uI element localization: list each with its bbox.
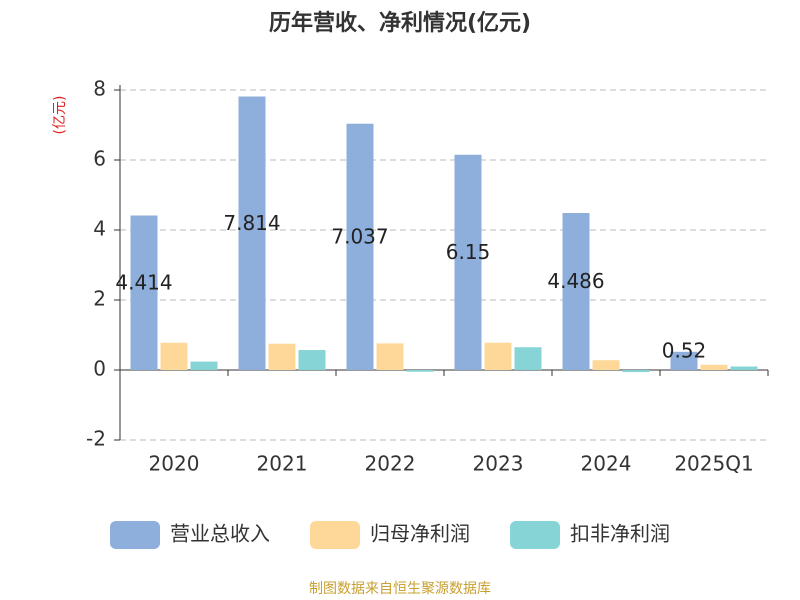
y-axis-label: (亿元) [52,96,68,135]
bar [238,96,266,370]
legend-swatch [110,521,160,549]
bar [160,342,188,370]
data-label: 4.486 [547,269,604,293]
data-label: 6.15 [446,240,491,264]
bar [454,154,482,370]
y-tick-label: 0 [93,357,106,381]
x-tick-label: 2025Q1 [674,452,753,476]
bar [406,370,434,372]
x-tick-label: 2022 [365,452,416,476]
y-tick-label: 4 [93,217,106,241]
bar [484,342,512,370]
legend-label: 扣非净利润 [570,522,670,546]
x-tick-label: 2024 [581,452,632,476]
legend-label: 营业总收入 [170,522,270,546]
bar [700,364,728,370]
bar [562,212,590,370]
bar [268,343,296,370]
bar [190,361,218,370]
y-tick-label: 8 [93,77,106,101]
y-tick-label: 2 [93,287,106,311]
y-tick-label: -2 [86,427,106,451]
bar [514,347,542,370]
data-label: 7.814 [223,211,280,235]
data-label: 7.037 [331,225,388,249]
bar [730,366,758,370]
bar [376,343,404,370]
data-label: 4.414 [115,271,172,295]
bar [622,370,650,373]
bar [298,350,326,370]
bar [346,123,374,370]
data-label: 0.52 [662,339,707,363]
legend-swatch [510,521,560,549]
bar [670,351,698,370]
x-tick-label: 2021 [257,452,308,476]
bar [592,360,620,370]
y-tick-label: 6 [93,147,106,171]
x-tick-label: 2023 [473,452,524,476]
chart-title: 历年营收、净利情况(亿元) [269,10,531,36]
legend-swatch [310,521,360,549]
source-note: 制图数据来自恒生聚源数据库 [309,581,491,597]
x-tick-label: 2020 [149,452,200,476]
bar [130,215,158,370]
legend-label: 归母净利润 [370,522,470,546]
